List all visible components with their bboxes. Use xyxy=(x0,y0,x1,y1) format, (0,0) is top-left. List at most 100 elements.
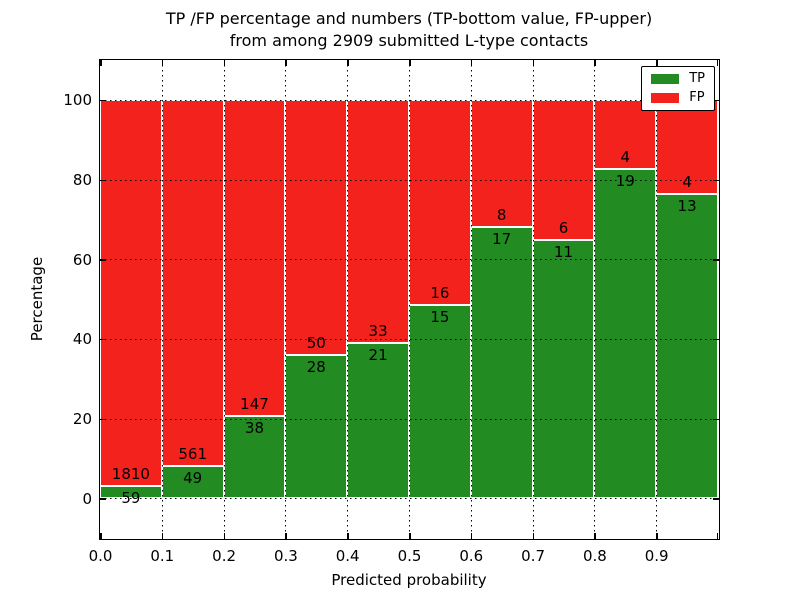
x-tick-label: 0.3 xyxy=(273,547,298,565)
tp-bar-segment xyxy=(470,227,533,499)
tp-count-label: 49 xyxy=(183,469,203,488)
x-axis-tick xyxy=(100,533,102,539)
y-tick-label: 60 xyxy=(72,250,92,269)
x-axis-tick xyxy=(656,533,658,539)
tp-bar-segment xyxy=(409,305,471,499)
legend-swatch-tp xyxy=(651,74,680,84)
x-axis-tick xyxy=(470,60,473,66)
x-axis-tick xyxy=(716,60,718,66)
tp-bar-segment xyxy=(656,193,718,499)
x-tick-label: 0.6 xyxy=(459,547,484,565)
x-axis-label: Predicted probability xyxy=(331,571,487,589)
legend-row: TP xyxy=(651,72,705,86)
y-axis-label: Percentage xyxy=(28,256,46,342)
legend: TP FP xyxy=(641,66,715,111)
x-axis-tick xyxy=(223,60,226,66)
legend-label-tp: TP xyxy=(689,71,705,86)
tp-count-label: 15 xyxy=(430,308,450,327)
tp-count-label: 21 xyxy=(368,346,388,365)
x-axis-tick xyxy=(656,60,658,66)
fp-bar-segment xyxy=(223,99,286,417)
x-tick-label: 0.4 xyxy=(335,547,360,565)
y-axis-tick xyxy=(713,418,719,420)
x-axis-tick xyxy=(347,533,349,539)
x-tick-label: 0.1 xyxy=(150,547,175,565)
y-axis-tick xyxy=(713,498,719,500)
y-axis-tick xyxy=(713,259,719,261)
x-axis-tick xyxy=(594,533,596,539)
fp-count-label: 4 xyxy=(620,148,631,167)
fp-bar-segment xyxy=(285,99,348,356)
chart-title-line1: TP /FP percentage and numbers (TP-bottom… xyxy=(165,9,653,28)
y-tick-label: 40 xyxy=(72,330,92,349)
y-tick-label: 20 xyxy=(72,410,92,428)
x-tick-label: 0.0 xyxy=(88,547,113,565)
x-axis-tick xyxy=(285,533,287,539)
legend-swatch-fp xyxy=(651,93,680,103)
fp-bar-segment xyxy=(470,99,533,228)
y-axis-tick xyxy=(100,99,106,102)
tp-bar-segment xyxy=(594,169,657,499)
x-axis-tick xyxy=(594,60,596,66)
tp-bar-segment xyxy=(223,416,286,499)
fp-count-label: 1810 xyxy=(111,464,150,483)
y-axis-tick xyxy=(100,179,106,181)
fp-count-label: 4 xyxy=(682,172,692,191)
x-axis-tick xyxy=(470,533,473,539)
fp-bar-segment xyxy=(347,99,409,344)
y-axis-tick xyxy=(713,179,719,181)
x-axis-tick xyxy=(347,60,349,66)
fp-count-label: 8 xyxy=(496,206,507,225)
x-axis-tick xyxy=(161,60,164,66)
grid-line-vertical xyxy=(347,60,349,539)
x-tick-label: 0.9 xyxy=(644,547,669,565)
y-tick-label: 80 xyxy=(72,171,92,189)
fp-count-label: 147 xyxy=(240,395,269,414)
y-axis-tick xyxy=(100,498,106,500)
x-axis-tick xyxy=(532,533,535,539)
x-axis-tick xyxy=(223,533,226,539)
plot-area: TP FP 1810 59 561 49 147 38 50 28 33 21 16 15 8 17 6 11 4… xyxy=(99,59,720,540)
x-axis-tick xyxy=(532,60,535,66)
grid-line-vertical xyxy=(161,60,163,539)
tp-bar-segment xyxy=(285,355,348,499)
grid-line-vertical xyxy=(409,60,410,539)
y-axis-tick xyxy=(713,338,719,341)
x-axis-tick xyxy=(409,533,411,539)
x-axis-tick xyxy=(285,60,287,66)
y-axis-tick xyxy=(100,418,106,420)
x-tick-label: 0.8 xyxy=(582,547,607,565)
fp-bar-segment xyxy=(409,99,471,306)
tp-count-label: 11 xyxy=(553,243,574,262)
tp-count-label: 28 xyxy=(306,358,326,377)
y-tick-label: 100 xyxy=(63,91,92,110)
grid-line-vertical xyxy=(656,60,658,539)
tp-bar-segment xyxy=(532,240,595,499)
legend-row: FP xyxy=(651,91,705,105)
grid-line-vertical xyxy=(532,60,534,539)
x-axis-tick xyxy=(716,533,718,539)
chart-title: TP /FP percentage and numbers (TP-bottom… xyxy=(100,8,718,52)
grid-line-vertical xyxy=(223,60,225,539)
tp-count-label: 59 xyxy=(121,488,141,507)
y-axis-tick xyxy=(713,99,719,102)
y-axis-tick xyxy=(100,338,106,341)
tp-bar-segment xyxy=(100,485,162,499)
chart-title-line2: from among 2909 submitted L-type contact… xyxy=(229,31,589,50)
fp-count-label: 561 xyxy=(178,445,208,464)
grid-line-vertical xyxy=(594,60,596,539)
tp-count-label: 38 xyxy=(244,419,265,438)
fp-bar-segment xyxy=(100,99,162,486)
tp-count-label: 19 xyxy=(615,172,635,191)
fp-bar-segment xyxy=(161,99,224,467)
tp-count-label: 13 xyxy=(677,196,697,215)
fp-count-label: 6 xyxy=(558,219,569,238)
x-axis-tick xyxy=(100,60,102,66)
x-tick-label: 0.2 xyxy=(212,547,237,565)
x-tick-label: 0.7 xyxy=(521,547,546,565)
fp-count-label: 50 xyxy=(306,334,326,353)
fp-count-label: 33 xyxy=(368,322,388,341)
tp-bar-segment xyxy=(347,343,409,499)
y-tick-label: 0 xyxy=(82,489,92,508)
legend-label-fp: FP xyxy=(689,90,705,105)
